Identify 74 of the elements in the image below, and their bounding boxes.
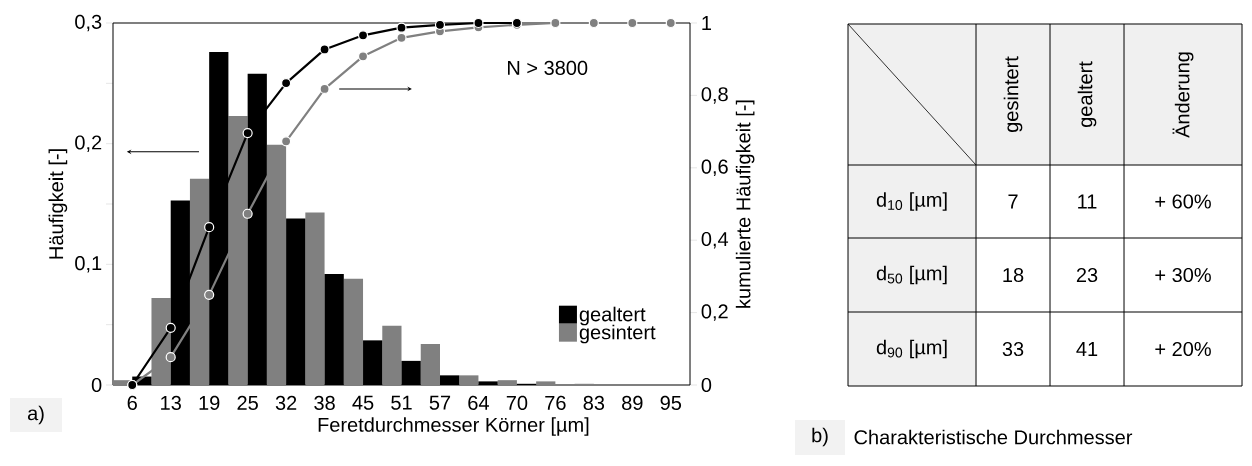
x-tick-label: 64 (468, 395, 489, 410)
bar (343, 278, 364, 385)
x-tick-label: 51 (391, 395, 412, 410)
text: 41 (1076, 342, 1098, 356)
y-axis-title: Häufigkeit [-] (48, 149, 68, 259)
text: 11 (1078, 194, 1097, 209)
bar (382, 325, 402, 385)
y-tick-label: 0,1 (75, 256, 102, 273)
point (434, 19, 446, 30)
x-tick-label: 38 (314, 395, 335, 410)
text: + 20% (1155, 341, 1211, 357)
category-label: d$_{50}$ [µm] (876, 265, 947, 285)
category-label: d$_{90}$ [µm] (876, 339, 947, 359)
y-tick-label: 0,3 (75, 14, 102, 32)
x-tick-label: 13 (161, 395, 181, 410)
x-tick-label: 83 (583, 395, 605, 410)
x-tick-label: 45 (352, 395, 374, 410)
y2-tick-label: 1 (702, 16, 711, 30)
text: 23 (1076, 267, 1098, 283)
x-tick-label: 6 (127, 395, 137, 410)
x-tick-label: 19 (199, 395, 220, 410)
point (357, 30, 369, 41)
point (550, 17, 561, 29)
text: Charakteristische Durchmesser (854, 429, 1133, 445)
y-tick-label: 0 (91, 377, 102, 393)
point (281, 136, 292, 147)
point (357, 51, 369, 62)
point (165, 322, 176, 333)
x-tick-label: 57 (429, 395, 451, 410)
category-label: Änderung (1172, 52, 1194, 138)
bar (420, 343, 440, 385)
bar (459, 375, 479, 385)
x-tick-label: 89 (622, 395, 643, 410)
x-tick-label: 70 (506, 395, 528, 410)
point (204, 222, 215, 233)
text: 33 (1002, 341, 1024, 357)
x-tick-label: 95 (660, 395, 682, 410)
point (473, 17, 484, 29)
text: 18 (1003, 267, 1024, 283)
point (242, 208, 253, 219)
text: a) (27, 405, 44, 425)
y-tick-label: 0,2 (75, 135, 102, 152)
y2-axis-title: kumulierte Häufigkeit [-] (735, 100, 755, 308)
legend-label: gealtert (579, 306, 646, 326)
y2-tick-label: 0,6 (701, 159, 728, 177)
annotation: N > 3800 (508, 60, 588, 75)
point (588, 17, 599, 29)
x-tick-label: 25 (237, 395, 258, 410)
point (319, 44, 330, 55)
x-axis-title: Feretdurchmesser Körner [µm] (318, 417, 589, 436)
category-label: gesintert (1003, 56, 1023, 132)
bar (536, 381, 556, 385)
bar (305, 212, 325, 385)
point (627, 17, 638, 29)
text: b) (812, 427, 828, 447)
text: 7 (1008, 194, 1018, 209)
point (242, 127, 253, 139)
x-tick-label: 32 (275, 395, 297, 410)
point (165, 352, 176, 363)
y2-tick-label: 0,4 (701, 231, 729, 249)
category-label: d$_{10}$ [µm] (876, 192, 947, 211)
bar (497, 380, 517, 385)
point (281, 77, 292, 89)
x-tick-label: 76 (545, 395, 566, 410)
y2-tick-label: 0 (701, 377, 712, 393)
y2-tick-label: 0,8 (701, 87, 728, 104)
point (396, 22, 407, 33)
legend-label: gesintert (579, 324, 656, 344)
point (204, 289, 215, 300)
text: + 60% (1155, 194, 1211, 209)
point (665, 17, 676, 29)
category-label: gealtert (1077, 61, 1097, 127)
y2-tick-label: 0,2 (701, 304, 728, 321)
text: + 30% (1155, 267, 1211, 283)
